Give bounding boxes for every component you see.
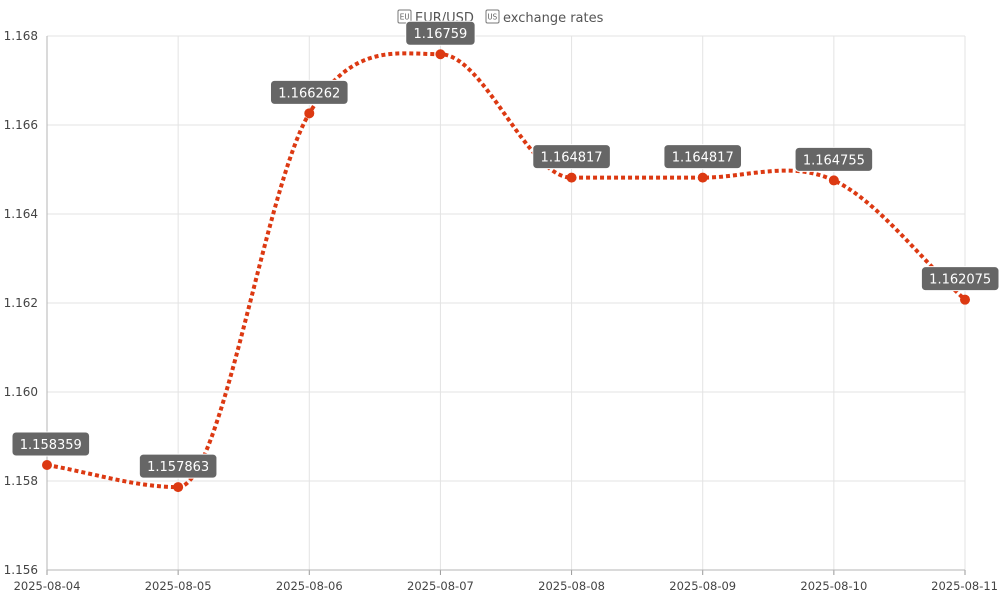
data-label: 1.16759 — [405, 20, 476, 46]
x-tick-label: 2025-08-08 — [538, 579, 605, 593]
us-flag-icon: US — [485, 9, 500, 24]
axes — [46, 36, 966, 575]
data-point[interactable] — [960, 294, 970, 305]
data-label: 1.164817 — [532, 144, 611, 170]
y-tick-label: 1.168 — [4, 29, 38, 43]
eu-flag-icon: EU — [397, 9, 412, 24]
data-label: 1.157863 — [138, 453, 218, 479]
grid — [47, 35, 966, 570]
x-tick-label: 2025-08-09 — [669, 579, 736, 593]
chart-title-suffix: exchange rates — [503, 11, 604, 26]
data-label: 1.164755 — [794, 146, 874, 172]
svg-text:US: US — [488, 13, 498, 22]
data-point[interactable] — [173, 482, 184, 493]
y-tick-label: 1.162 — [4, 296, 38, 310]
data-point[interactable] — [304, 108, 315, 119]
y-tick-label: 1.156 — [4, 563, 38, 577]
x-tick-label: 2025-08-06 — [276, 579, 343, 593]
data-points — [42, 49, 970, 493]
data-point[interactable] — [435, 49, 446, 60]
y-axis-ticks: 1.156 1.158 1.160 1.162 1.164 1.166 1.168 — [4, 29, 38, 577]
svg-text:1.162075: 1.162075 — [929, 273, 991, 288]
svg-text:1.164755: 1.164755 — [803, 153, 865, 168]
data-label: 1.164817 — [663, 144, 743, 170]
y-tick-label: 1.158 — [4, 474, 38, 488]
svg-text:1.157863: 1.157863 — [147, 460, 209, 475]
data-point[interactable] — [697, 172, 708, 183]
x-tick-label: 2025-08-11 — [931, 579, 998, 593]
svg-text:1.164817: 1.164817 — [672, 151, 734, 166]
svg-text:1.164817: 1.164817 — [541, 151, 603, 166]
data-point[interactable] — [42, 460, 52, 471]
svg-text:1.158359: 1.158359 — [20, 438, 82, 453]
data-label: 1.166262 — [269, 79, 349, 105]
y-tick-label: 1.164 — [4, 207, 38, 221]
x-tick-label: 2025-08-07 — [407, 579, 474, 593]
y-tick-label: 1.160 — [4, 385, 38, 399]
data-label: 1.162075 — [920, 266, 1000, 292]
x-axis-ticks: 2025-08-04 2025-08-05 2025-08-06 2025-08-07… — [14, 579, 998, 593]
svg-text:EU: EU — [400, 13, 410, 22]
svg-text:1.166262: 1.166262 — [278, 86, 340, 101]
x-tick-label: 2025-08-10 — [800, 579, 867, 593]
data-label: 1.158359 — [11, 431, 91, 457]
x-tick-label: 2025-08-05 — [145, 579, 212, 593]
x-tick-label: 2025-08-04 — [14, 579, 81, 593]
svg-text:1.16759: 1.16759 — [414, 27, 468, 42]
data-point[interactable] — [828, 175, 839, 186]
y-tick-label: 1.166 — [4, 118, 38, 132]
data-labels: 1.158359 1.157863 1.166262 1.16759 1.164817 1… — [11, 20, 1000, 479]
series-line — [46, 51, 967, 490]
data-point[interactable] — [566, 172, 577, 183]
